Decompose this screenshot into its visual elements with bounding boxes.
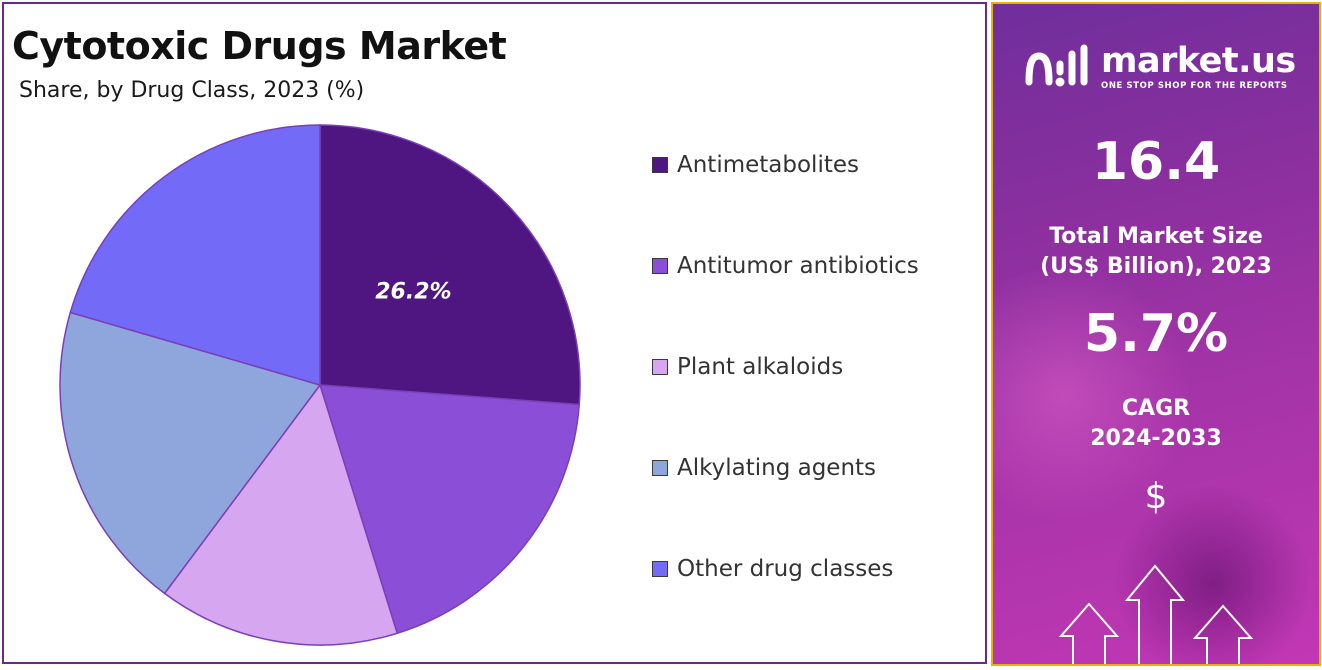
market-size-label-line-1: Total Market Size	[1049, 224, 1263, 249]
legend-swatch	[652, 460, 668, 476]
background-shadow	[1113, 484, 1313, 664]
background-glow	[993, 264, 1193, 524]
brand: market.us ONE STOP SHOP FOR THE REPORTS	[1023, 42, 1296, 92]
legend-swatch	[652, 258, 668, 274]
market-size-value: 16.4	[1091, 132, 1221, 192]
chart-panel: Cytotoxic Drugs Market Share, by Drug Cl…	[2, 2, 987, 664]
cagr-label-line-1: CAGR	[1121, 396, 1191, 421]
legend-item: Plant alkaloids	[652, 352, 843, 382]
market-us-logo-icon	[1025, 44, 1088, 87]
legend-swatch	[652, 157, 668, 173]
legend-label: Antitumor antibiotics	[677, 253, 919, 279]
legend-item: Antimetabolites	[652, 150, 859, 180]
legend-item: Alkylating agents	[652, 453, 876, 483]
cagr-label: CAGR 2024-2033	[993, 394, 1319, 454]
legend-label: Plant alkaloids	[677, 354, 844, 380]
legend-swatch	[652, 359, 668, 375]
cagr-label-line-2: 2024-2033	[1090, 426, 1222, 451]
pie-slice-alkylating-agents	[59, 311, 322, 595]
market-size-label-line-2: (US$ Billion), 2023	[1040, 254, 1272, 279]
pie-slice-antitumor-antibiotics	[318, 384, 581, 635]
legend-label: Antimetabolites	[677, 152, 859, 178]
chart-title: Cytotoxic Drugs Market	[12, 24, 507, 68]
pie-slice-other-drug-classes	[69, 124, 321, 386]
pie-slice-antimetabolites	[319, 124, 581, 406]
pie-slice-plant-alkaloids	[163, 383, 399, 646]
cagr-value: 5.7%	[1083, 304, 1229, 364]
market-summary-panel: market.us ONE STOP SHOP FOR THE REPORTS …	[991, 2, 1321, 666]
legend-label: Alkylating agents	[677, 455, 877, 481]
legend-item: Antitumor antibiotics	[652, 251, 919, 281]
up-arrows-icon	[1058, 564, 1254, 664]
pie-chart: 26.2%	[59, 124, 581, 646]
chart-subtitle: Share, by Drug Class, 2023 (%)	[19, 78, 365, 103]
brand-tagline: ONE STOP SHOP FOR THE REPORTS	[1101, 81, 1288, 91]
legend-swatch	[652, 561, 668, 577]
pie-data-label: 26.2%	[375, 279, 451, 304]
legend-item: Other drug classes	[652, 554, 893, 584]
dollar-icon: $	[1144, 476, 1168, 517]
market-size-label: Total Market Size (US$ Billion), 2023	[993, 222, 1319, 282]
brand-name: market.us	[1101, 41, 1296, 81]
legend-label: Other drug classes	[677, 556, 894, 582]
